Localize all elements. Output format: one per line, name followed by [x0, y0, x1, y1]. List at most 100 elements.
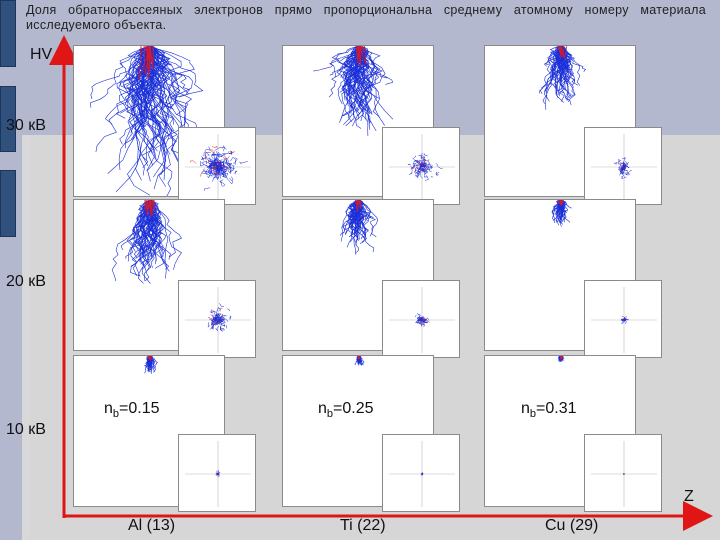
decorative-blue-block — [0, 86, 16, 152]
backscattered-trajectory — [357, 46, 360, 65]
electron-trajectory — [147, 356, 150, 367]
surface-trajectory — [213, 172, 220, 175]
electron-trajectory — [543, 46, 561, 110]
backscattered-trajectory — [560, 200, 562, 204]
surface-trajectory — [622, 164, 625, 169]
decorative-blue-block — [0, 0, 16, 67]
electron-trajectory — [149, 200, 169, 279]
surface-trajectory — [190, 160, 197, 164]
surface-trajectory — [620, 169, 624, 172]
electron-trajectory — [119, 46, 151, 114]
surface-trajectory — [210, 163, 216, 166]
surface-trajectory — [420, 155, 422, 160]
surface-trajectory — [624, 320, 626, 322]
electron-trajectory — [346, 46, 365, 120]
surface-trajectory — [210, 309, 213, 314]
surface-trajectory — [430, 176, 433, 178]
surface-trajectory — [203, 187, 211, 191]
surface-trajectory — [414, 169, 417, 175]
surface-trajectory — [239, 161, 248, 165]
surface-trajectory — [222, 327, 225, 331]
surface-trajectory — [222, 318, 226, 321]
surface-trajectory — [417, 312, 421, 316]
electron-trajectory — [358, 46, 378, 88]
surface-trajectory — [211, 151, 217, 156]
surface-trajectory — [426, 320, 430, 323]
surface-trajectory — [420, 168, 425, 172]
surface-trajectory — [210, 311, 214, 314]
electron-trajectory — [349, 200, 360, 226]
surface-trajectory — [422, 316, 425, 319]
surface-trajectory — [423, 160, 427, 165]
surface-trajectory — [421, 323, 423, 326]
surface-trajectory — [416, 317, 421, 321]
surface-trajectory — [209, 327, 214, 330]
surface-trajectory — [212, 175, 218, 182]
electron-trajectory — [150, 46, 193, 115]
electron-trajectory — [340, 200, 359, 236]
electron-trajectory — [125, 46, 151, 133]
surface-trajectory — [416, 160, 421, 163]
surface-trajectory — [223, 161, 225, 168]
surface-trajectory — [422, 322, 425, 326]
electron-trajectory — [111, 200, 151, 282]
backscattered-trajectory — [148, 200, 152, 218]
surface-trajectory — [613, 162, 617, 165]
surface-trajectory — [211, 172, 217, 178]
backscattered-trajectory — [358, 200, 362, 205]
surface-trajectory — [220, 329, 223, 332]
backscattered-trajectory — [146, 46, 151, 79]
electron-trajectory — [331, 46, 359, 75]
surface-trajectory — [212, 309, 215, 313]
surface-trajectory — [424, 175, 429, 181]
electron-trajectory — [561, 200, 572, 209]
electron-trajectory — [146, 46, 175, 132]
surface-trajectory — [411, 164, 418, 168]
surface-trajectory — [624, 166, 627, 168]
surface-trajectory — [221, 316, 225, 319]
surface-plot-ti-20kv — [382, 280, 460, 358]
surface-trajectory — [622, 161, 626, 165]
surface-trajectory — [621, 318, 624, 321]
surface-trajectory — [216, 470, 218, 473]
electron-trajectory — [136, 200, 149, 237]
surface-trajectory — [624, 318, 627, 321]
surface-trajectory — [219, 160, 226, 164]
surface-trajectory — [416, 167, 419, 170]
surface-trajectory — [213, 176, 219, 181]
surface-trajectory — [212, 158, 218, 167]
electron-trajectory — [359, 200, 378, 237]
surface-trajectory — [422, 155, 426, 159]
surface-trajectory — [415, 173, 419, 179]
electron-trajectory — [130, 200, 153, 277]
surface-trajectory — [419, 318, 423, 320]
surface-trajectory — [420, 323, 426, 326]
backscattered-trajectory — [358, 46, 366, 50]
surface-trajectory — [418, 319, 421, 322]
surface-trajectory — [627, 172, 630, 175]
surface-trajectory — [625, 319, 628, 321]
surface-trajectory — [429, 164, 432, 172]
surface-trajectory — [625, 315, 627, 318]
surface-trajectory — [628, 170, 632, 173]
electron-trajectory — [356, 200, 372, 220]
surface-trajectory — [212, 162, 218, 167]
surface-trajectory — [209, 174, 220, 177]
surface-trajectory — [436, 164, 443, 169]
backscattered-trajectory — [560, 46, 562, 50]
electron-trajectory — [138, 46, 170, 155]
surface-trajectory — [422, 167, 427, 170]
electron-trajectory — [551, 46, 563, 86]
electron-trajectory — [345, 200, 360, 230]
surface-trajectory — [426, 159, 430, 162]
surface-trajectory — [412, 155, 417, 159]
surface-trajectory — [424, 169, 429, 173]
surface-plot-cu-20kv — [584, 280, 662, 358]
material-label-al: Al (13) — [128, 517, 176, 534]
surface-trajectory — [220, 170, 228, 175]
backscattered-trajectory — [138, 46, 151, 80]
surface-trajectory — [623, 164, 626, 167]
surface-trajectory — [224, 159, 228, 164]
surface-trajectory — [427, 165, 434, 169]
